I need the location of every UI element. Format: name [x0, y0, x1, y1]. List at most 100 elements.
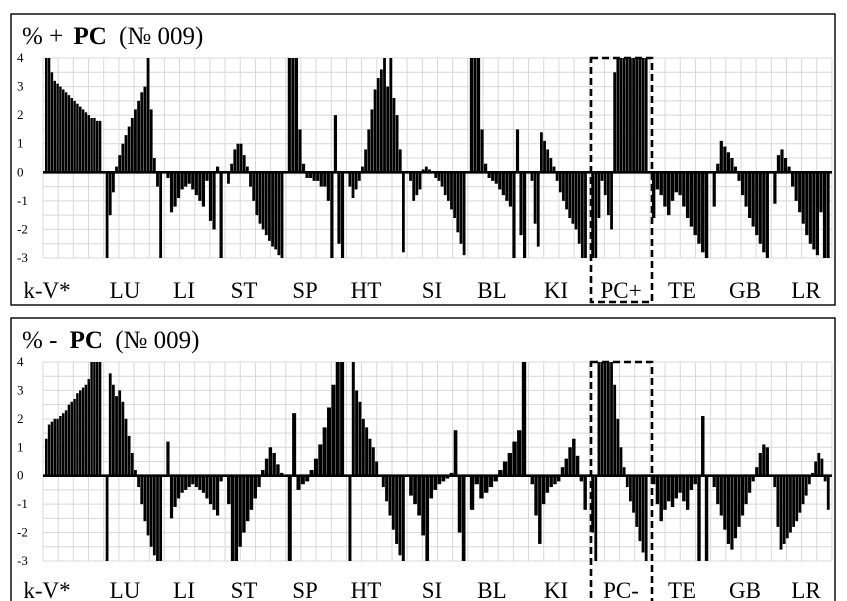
bar [402, 172, 405, 253]
bar [594, 475, 598, 561]
bar [180, 172, 184, 190]
bar [625, 58, 629, 173]
bar [108, 172, 112, 216]
bar [305, 475, 310, 482]
bar [682, 475, 686, 502]
x-category-label: LI [173, 278, 195, 303]
bar [577, 172, 581, 244]
bar [56, 418, 59, 476]
bar [515, 129, 520, 173]
bar [264, 172, 268, 236]
bar [354, 172, 358, 190]
bar [733, 475, 738, 539]
bar [782, 475, 786, 544]
bar [84, 384, 88, 476]
bar [476, 58, 481, 173]
bar [62, 89, 65, 173]
x-category-label: BL [477, 278, 506, 303]
bar [765, 172, 769, 258]
bar [638, 475, 642, 542]
bar [187, 475, 191, 488]
bar [271, 172, 274, 247]
bar [659, 475, 663, 522]
bar [124, 418, 128, 476]
bar [459, 172, 463, 244]
bar [236, 143, 240, 173]
bar [264, 458, 269, 476]
bar [118, 390, 122, 476]
bar [580, 172, 584, 258]
title-bold: PC [73, 23, 106, 50]
bar [398, 149, 402, 173]
bar [395, 475, 399, 544]
bar [663, 475, 667, 510]
bar [453, 172, 457, 218]
x-category-label: HT [351, 578, 382, 601]
y-axis-ticks: 4 3 2 1 0 -1 -2 -3 [17, 354, 28, 568]
bar [64, 410, 68, 476]
bar [249, 172, 252, 187]
x-axis-categories: k-V* LU LI ST SP HT SI BL KI PC+ TE GB L… [23, 278, 821, 303]
bar [826, 475, 830, 510]
bar [498, 172, 502, 190]
bar [401, 475, 405, 561]
bar [789, 475, 792, 533]
bar [392, 98, 396, 173]
bar [272, 452, 276, 476]
x-category-label: SI [422, 278, 442, 303]
bar [667, 475, 671, 502]
bar [434, 172, 438, 178]
bar [53, 418, 56, 476]
bar [81, 109, 85, 173]
bar [173, 475, 177, 507]
bar [70, 98, 73, 173]
bar [716, 163, 720, 173]
bar [552, 166, 556, 173]
bar [169, 172, 174, 213]
bar [807, 475, 811, 485]
bar [50, 72, 54, 173]
bar [794, 172, 798, 201]
bar [81, 387, 85, 476]
bar [685, 172, 690, 218]
bar [480, 129, 484, 173]
bar [622, 58, 626, 173]
x-category-label: SP [292, 578, 318, 601]
bar [632, 58, 635, 173]
bar [115, 166, 118, 173]
bar [814, 461, 818, 476]
x-axis-categories: k-V* LU LI ST SP HT SI BL KI PC- TE GB L… [23, 578, 821, 601]
bar [461, 475, 466, 561]
bar [655, 172, 660, 190]
bar [268, 447, 273, 476]
bar [318, 444, 323, 476]
bar [152, 475, 156, 556]
bar [484, 163, 488, 173]
y-tick-label: 0 [17, 468, 24, 483]
bar [762, 172, 766, 253]
bar [67, 95, 71, 173]
bar [357, 172, 361, 181]
bar [453, 430, 458, 476]
bar [277, 172, 281, 256]
title-sign: - [49, 327, 57, 354]
bar [600, 172, 604, 181]
bar [348, 172, 352, 187]
bar [166, 441, 170, 476]
bar [327, 407, 332, 476]
bar [512, 172, 516, 258]
y-tick-label: 0 [17, 164, 24, 179]
bar [773, 172, 777, 204]
title-bold: PC [70, 327, 103, 354]
bar [177, 172, 181, 198]
bar [96, 362, 99, 476]
bar [159, 172, 163, 258]
bar [233, 149, 237, 173]
bar [227, 172, 230, 184]
bar [333, 115, 338, 173]
bar [53, 80, 56, 173]
bar [473, 58, 477, 173]
bar [682, 172, 686, 207]
bar [823, 475, 827, 482]
highlight-box [589, 360, 654, 601]
